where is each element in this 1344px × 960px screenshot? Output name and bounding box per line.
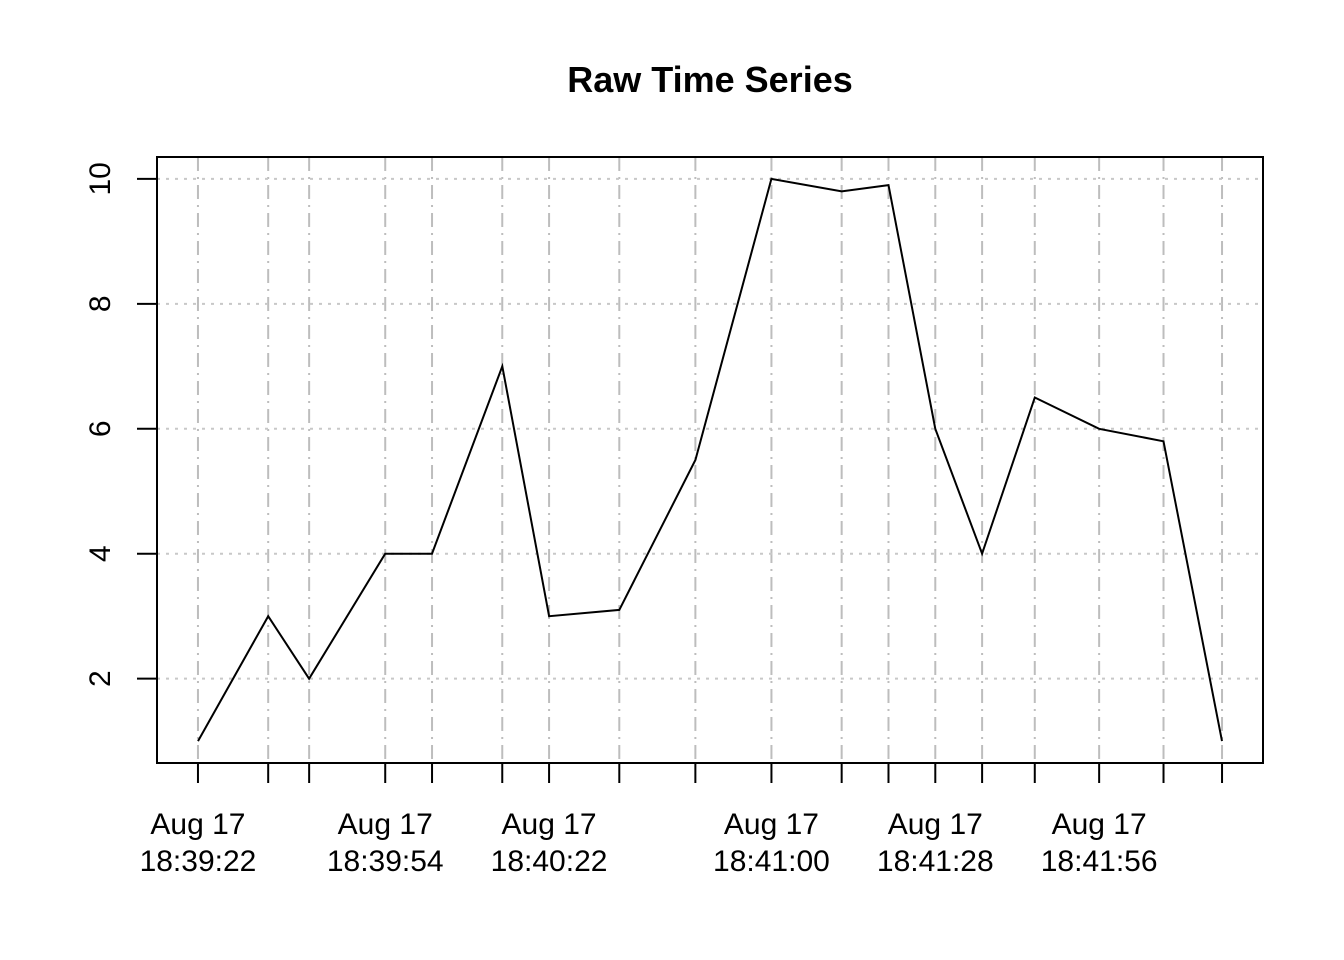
plot-frame [156,156,1264,764]
y-axis: 2 4 6 8 10 [84,162,157,687]
y-tick-label: 10 [84,162,117,195]
y-tick-label: 8 [84,295,117,312]
y-tick-label: 2 [84,670,117,687]
y-tick-label: 6 [84,420,117,437]
grid-lines [157,157,1263,763]
x-tick-label-time: 18:40:22 [491,845,608,878]
x-tick-label-date: Aug 17 [888,808,983,841]
x-axis: Aug 17 18:39:22 Aug 17 18:39:54 Aug 17 18:40:… [140,763,1224,878]
x-tick-label-date: Aug 17 [502,808,597,841]
x-tick-label-time: 18:39:54 [327,845,444,878]
x-tick-label-time: 18:39:22 [140,845,257,878]
x-tick-label-date: Aug 17 [150,808,245,841]
x-tick-label-date: Aug 17 [338,808,433,841]
x-tick-label-time: 18:41:56 [1041,845,1158,878]
x-tick-label-date: Aug 17 [1052,808,1147,841]
x-tick-label-date: Aug 17 [724,808,819,841]
x-tick-label-time: 18:41:00 [713,845,830,878]
chart-title: Raw Time Series [567,59,853,100]
series-line-group [197,177,1223,742]
y-tick-label: 4 [84,545,117,562]
x-tick-label-time: 18:41:28 [877,845,994,878]
series-line [197,177,1223,742]
